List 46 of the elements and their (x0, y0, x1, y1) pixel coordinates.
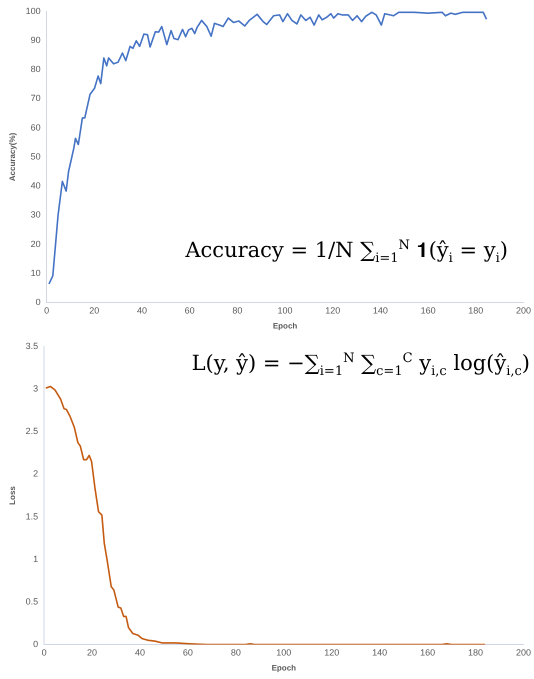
x-tick-label: 80 (230, 647, 241, 658)
y-tick-label: 1.5 (26, 511, 38, 522)
y-axis-title: Loss (8, 486, 18, 505)
y-tick-label: 0.5 (26, 596, 38, 606)
x-tick-label: 0 (44, 305, 50, 316)
y-tick-label: 2 (33, 468, 38, 479)
y-tick-label: 80 (30, 64, 41, 74)
y-tick-label: 60 (30, 122, 41, 132)
text: L(y, ŷ) = −∑$_{i=1}$$^{N}$ ∑$_{c=1}$$^{C}$ y$_{i,c}$ log(ŷ$_{i,c}$) (192, 351, 530, 380)
y-tick-label: 1 (33, 554, 38, 564)
annotation: Accuracy = 1/N ∑$_{i=1}$$^{N}$ 𝟏(ŷ$_{i}$ = y$_{i}$) (185, 238, 508, 266)
x-tick-label: 100 (278, 305, 293, 316)
x-tick-label: 160 (420, 305, 436, 316)
x-tick-label: 180 (468, 305, 484, 316)
y-tick-label: 70 (30, 93, 41, 104)
y-tick-label: 10 (30, 268, 41, 278)
x-axis-title: Epoch (272, 321, 298, 330)
y-tick-label: 3 (33, 383, 38, 394)
x-tick-label: 140 (372, 647, 388, 658)
y-tick-label: 20 (30, 238, 41, 249)
x-tick-label: 120 (324, 647, 340, 658)
y-tick-label: 50 (30, 151, 41, 162)
x-tick-label: 180 (468, 647, 484, 658)
y-tick-label: 2.5 (26, 426, 38, 436)
y-tick-label: 0 (36, 297, 41, 308)
y-axis-title: Accuracy(%) (8, 132, 18, 182)
y-tick-label: 30 (30, 210, 41, 220)
x-tick-label: 140 (372, 305, 388, 316)
x-tick-label: 120 (325, 305, 340, 316)
x-tick-label: 40 (134, 647, 145, 658)
x-tick-label: 60 (182, 647, 193, 658)
x-tick-label: 160 (420, 647, 436, 658)
x-tick-label: 40 (136, 305, 147, 316)
x-tick-label: 200 (516, 647, 532, 658)
x-axis-title: Epoch (272, 663, 296, 672)
x-tick-label: 100 (276, 647, 292, 658)
y-tick-label: 3.5 (26, 340, 38, 351)
y-tick-label: 100 (26, 6, 41, 16)
y-tick-label: 90 (30, 35, 41, 46)
x-tick-label: 20 (89, 305, 100, 316)
x-tick-label: 60 (184, 305, 195, 316)
y-tick-label: 40 (30, 180, 41, 191)
x-tick-label: 200 (516, 305, 532, 316)
x-tick-label: 80 (232, 305, 242, 316)
y-tick-label: 0 (33, 639, 38, 650)
x-tick-label: 20 (87, 647, 98, 658)
